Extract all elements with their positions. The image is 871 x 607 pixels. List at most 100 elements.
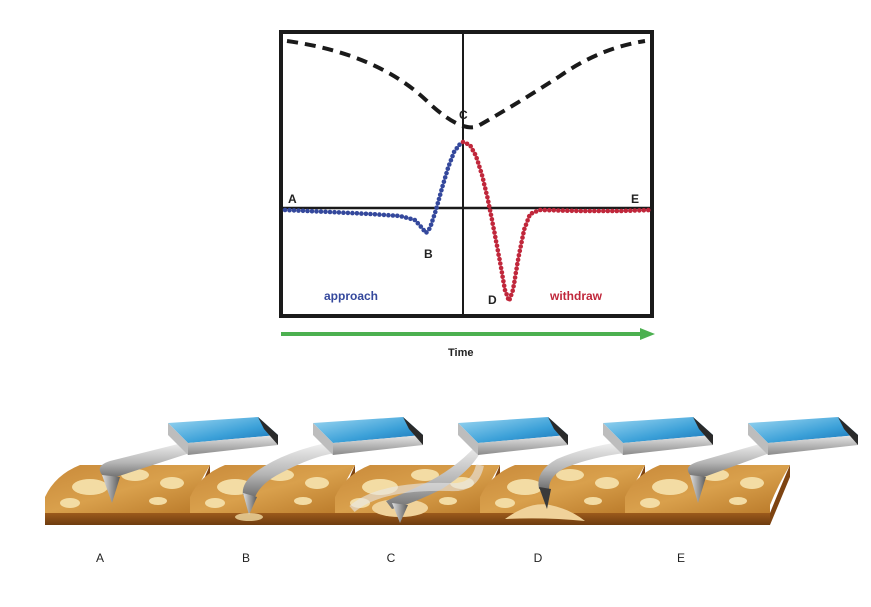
withdraw-curve-dot [464,141,470,147]
approach-curve-dot [318,209,324,214]
approach-curve-dot [377,212,382,217]
withdraw-curve-dot [578,208,584,214]
withdraw-curve-dot [514,266,519,271]
withdraw-curve-dot [510,288,515,294]
approach-curve-dot [399,214,405,219]
probe-tip [539,487,551,509]
withdraw-curve-dot [521,230,526,236]
withdraw-curve-dot [560,208,566,213]
withdraw-curve-dot [486,203,492,209]
cantilever-stage-d [480,417,713,525]
withdraw-curve-dot [542,207,548,213]
withdraw-curve-dot [474,155,480,161]
withdraw-curve-dot [533,209,539,214]
withdraw-curve-dot [525,218,530,223]
approach-curve-dot [439,188,444,193]
withdraw-curve-dot [623,208,629,214]
withdraw-curve-dot [556,208,561,213]
stage-label-d: D [533,551,543,565]
approach-curve-dot [341,210,346,215]
withdraw-curve-dot [504,292,509,297]
approach-curve-dot [408,216,413,222]
approach-curve-dot [428,222,434,228]
withdraw-curve-dot [501,279,506,284]
withdraw-curve-dot [487,208,493,213]
withdraw-curve-dot [477,164,482,170]
withdraw-curve-dot [513,270,519,276]
withdraw-curve-dot [499,270,505,275]
approach-curve-dot [327,209,333,215]
time-arrow-head [640,328,655,340]
approach-curve-dot [445,166,451,171]
withdraw-curve-dot [493,234,498,240]
withdraw-curve-dot [516,253,522,258]
point-label-d: D [488,293,497,307]
approach-curve-dot [282,207,288,213]
withdraw-curve-dot [497,256,502,262]
probe-tip [392,503,408,523]
approach-curve-dot [454,146,460,151]
approach-curve-dot [403,215,409,220]
stage-label-e: E [676,551,685,565]
approach-curve-dot [430,218,435,223]
withdraw-curve-dot [478,168,484,174]
approach-curve-dot [418,224,424,229]
withdraw-curve-dot [610,208,615,214]
approach-curve-dot [440,183,445,189]
approach-curve-dot [332,209,337,215]
cantilever-stage-a [45,417,278,525]
stage-label-c: C [386,551,396,565]
approach-curve-dot [296,208,301,213]
point-label-e: E [631,192,639,206]
approach-curve-dot [436,196,442,202]
cantilever-stage-b [190,417,423,525]
withdraw-curve-dot [475,160,481,165]
withdraw-curve-dot [483,186,488,191]
withdraw-curve-dot [587,208,593,214]
approach-curve-dot [390,213,396,218]
withdraw-curve-dot [619,208,624,214]
approach-curve-dot [447,162,452,167]
withdraw-curve-dot [526,213,532,219]
approach-curve-dot [444,170,449,176]
probe-tip [243,493,257,515]
withdraw-curve-dot [569,208,575,214]
withdraw-curve-dot [496,252,501,257]
withdraw-curve-dot [614,208,620,214]
withdraw-curve-dot [492,230,497,235]
withdraw-label: withdraw [549,289,603,303]
approach-curve-dot [354,211,360,216]
withdraw-curve-dot [486,199,491,204]
withdraw-curve [460,139,651,302]
withdraw-curve-dot [637,208,642,213]
approach-curve-dot [448,158,454,163]
withdraw-curve-dot [491,225,496,231]
withdraw-curve-dot [472,151,478,157]
approach-curve-dot [336,210,342,215]
withdraw-curve-dot [551,208,557,213]
approach-curve-dot [381,212,387,218]
withdraw-curve-dot [628,208,633,213]
approach-curve-dot [427,226,432,232]
approach-curve-dot [433,209,438,215]
dashed-position-curve [286,39,646,130]
approach-curve-dot [309,208,315,214]
stage-label-a: A [95,551,104,565]
withdraw-curve-dot [490,221,496,226]
approach-curve [282,142,462,235]
probe-tip [102,475,120,503]
stage-label-b: B [241,551,250,565]
withdraw-curve-dot [494,243,500,249]
approach-curve-dot [434,205,439,210]
withdraw-curve-dot [500,274,505,280]
approach-curve-dot [442,175,448,180]
withdraw-curve-dot [481,181,487,187]
approach-curve-dot [359,211,364,216]
approach-curve-dot [457,142,462,147]
withdraw-curve-dot [565,208,570,213]
withdraw-curve-dot [583,208,588,214]
approach-curve-dot [450,153,455,159]
approach-curve-dot [372,212,378,217]
